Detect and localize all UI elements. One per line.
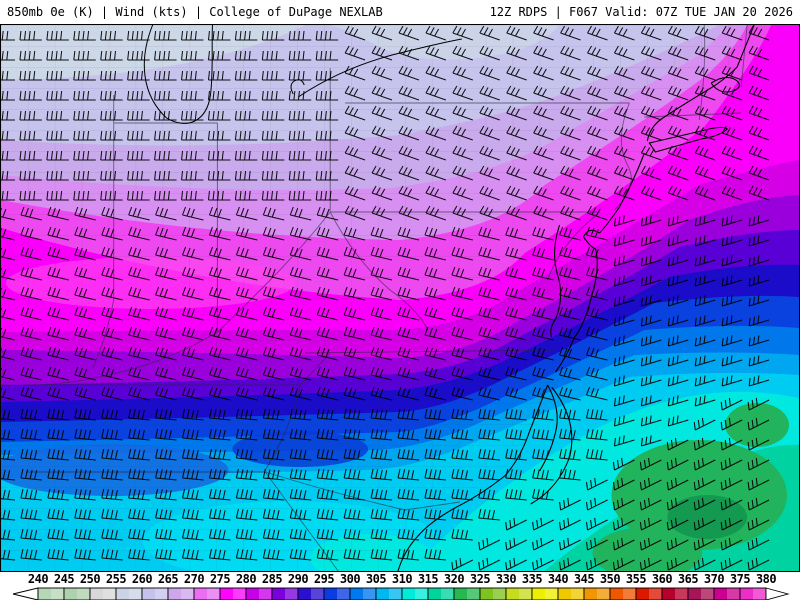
- colorbar-tick-label: 320: [443, 572, 465, 586]
- colorbar-tick-label: 290: [287, 572, 309, 586]
- colorbar-tick-label: 295: [313, 572, 335, 586]
- colorbar-right-arrow: [765, 587, 790, 600]
- colorbar-tick-label: 360: [651, 572, 673, 586]
- colorbar-footer: 240 245 250 255 260 265 270 275 280 285 290 295 300 3…: [0, 572, 800, 600]
- colorbar-tick-label: 305: [365, 572, 387, 586]
- colorbar-tick-label: 250: [79, 572, 101, 586]
- colorbar-tick-label: 280: [235, 572, 257, 586]
- colorbar: [12, 587, 790, 600]
- colorbar-tick-label: 345: [573, 572, 595, 586]
- colorbar-tick-label: 300: [339, 572, 361, 586]
- colorbar-tick-label: 285: [261, 572, 283, 586]
- colorbar-tick-label: 270: [183, 572, 205, 586]
- colorbar-tick-label: 355: [625, 572, 647, 586]
- product-title: 850mb Θe (K) | Wind (kts) | College of D…: [7, 5, 383, 19]
- colorbar-tick-label: 245: [53, 572, 75, 586]
- colorbar-tick-label: 380: [755, 572, 777, 586]
- great-lakes-shoreline: [143, 25, 462, 124]
- colorbar-tick-label: 335: [521, 572, 543, 586]
- colorbar-tick-label: 330: [495, 572, 517, 586]
- run-valid-info: 12Z RDPS | F067 Valid: 07Z TUE JAN 20 20…: [489, 5, 793, 19]
- header-bar: 850mb Θe (K) | Wind (kts) | College of D…: [0, 0, 800, 24]
- colorbar-tick-label: 325: [469, 572, 491, 586]
- state-borders: [1, 25, 748, 571]
- colorbar-tick-label: 310: [391, 572, 413, 586]
- wind-barbs: [1, 25, 770, 571]
- weather-map-frame: [0, 24, 800, 572]
- colorbar-tick-label: 315: [417, 572, 439, 586]
- colorbar-tick-label: 370: [703, 572, 725, 586]
- colorbar-tick-labels: 240 245 250 255 260 265 270 275 280 285 290 295 300 3…: [0, 572, 800, 586]
- colorbar-tick-label: 365: [677, 572, 699, 586]
- colorbar-tick-label: 350: [599, 572, 621, 586]
- colorbar-tick-label: 275: [209, 572, 231, 586]
- colorbar-left-arrow: [12, 587, 39, 600]
- colorbar-tick-label: 260: [131, 572, 153, 586]
- colorbar-tick-label: 255: [105, 572, 127, 586]
- colorbar-tick-label: 375: [729, 572, 751, 586]
- weather-map: [1, 25, 799, 571]
- colorbar-tick-label: 265: [157, 572, 179, 586]
- colorbar-tick-label: 340: [547, 572, 569, 586]
- colorbar-tick-label: 240: [27, 572, 49, 586]
